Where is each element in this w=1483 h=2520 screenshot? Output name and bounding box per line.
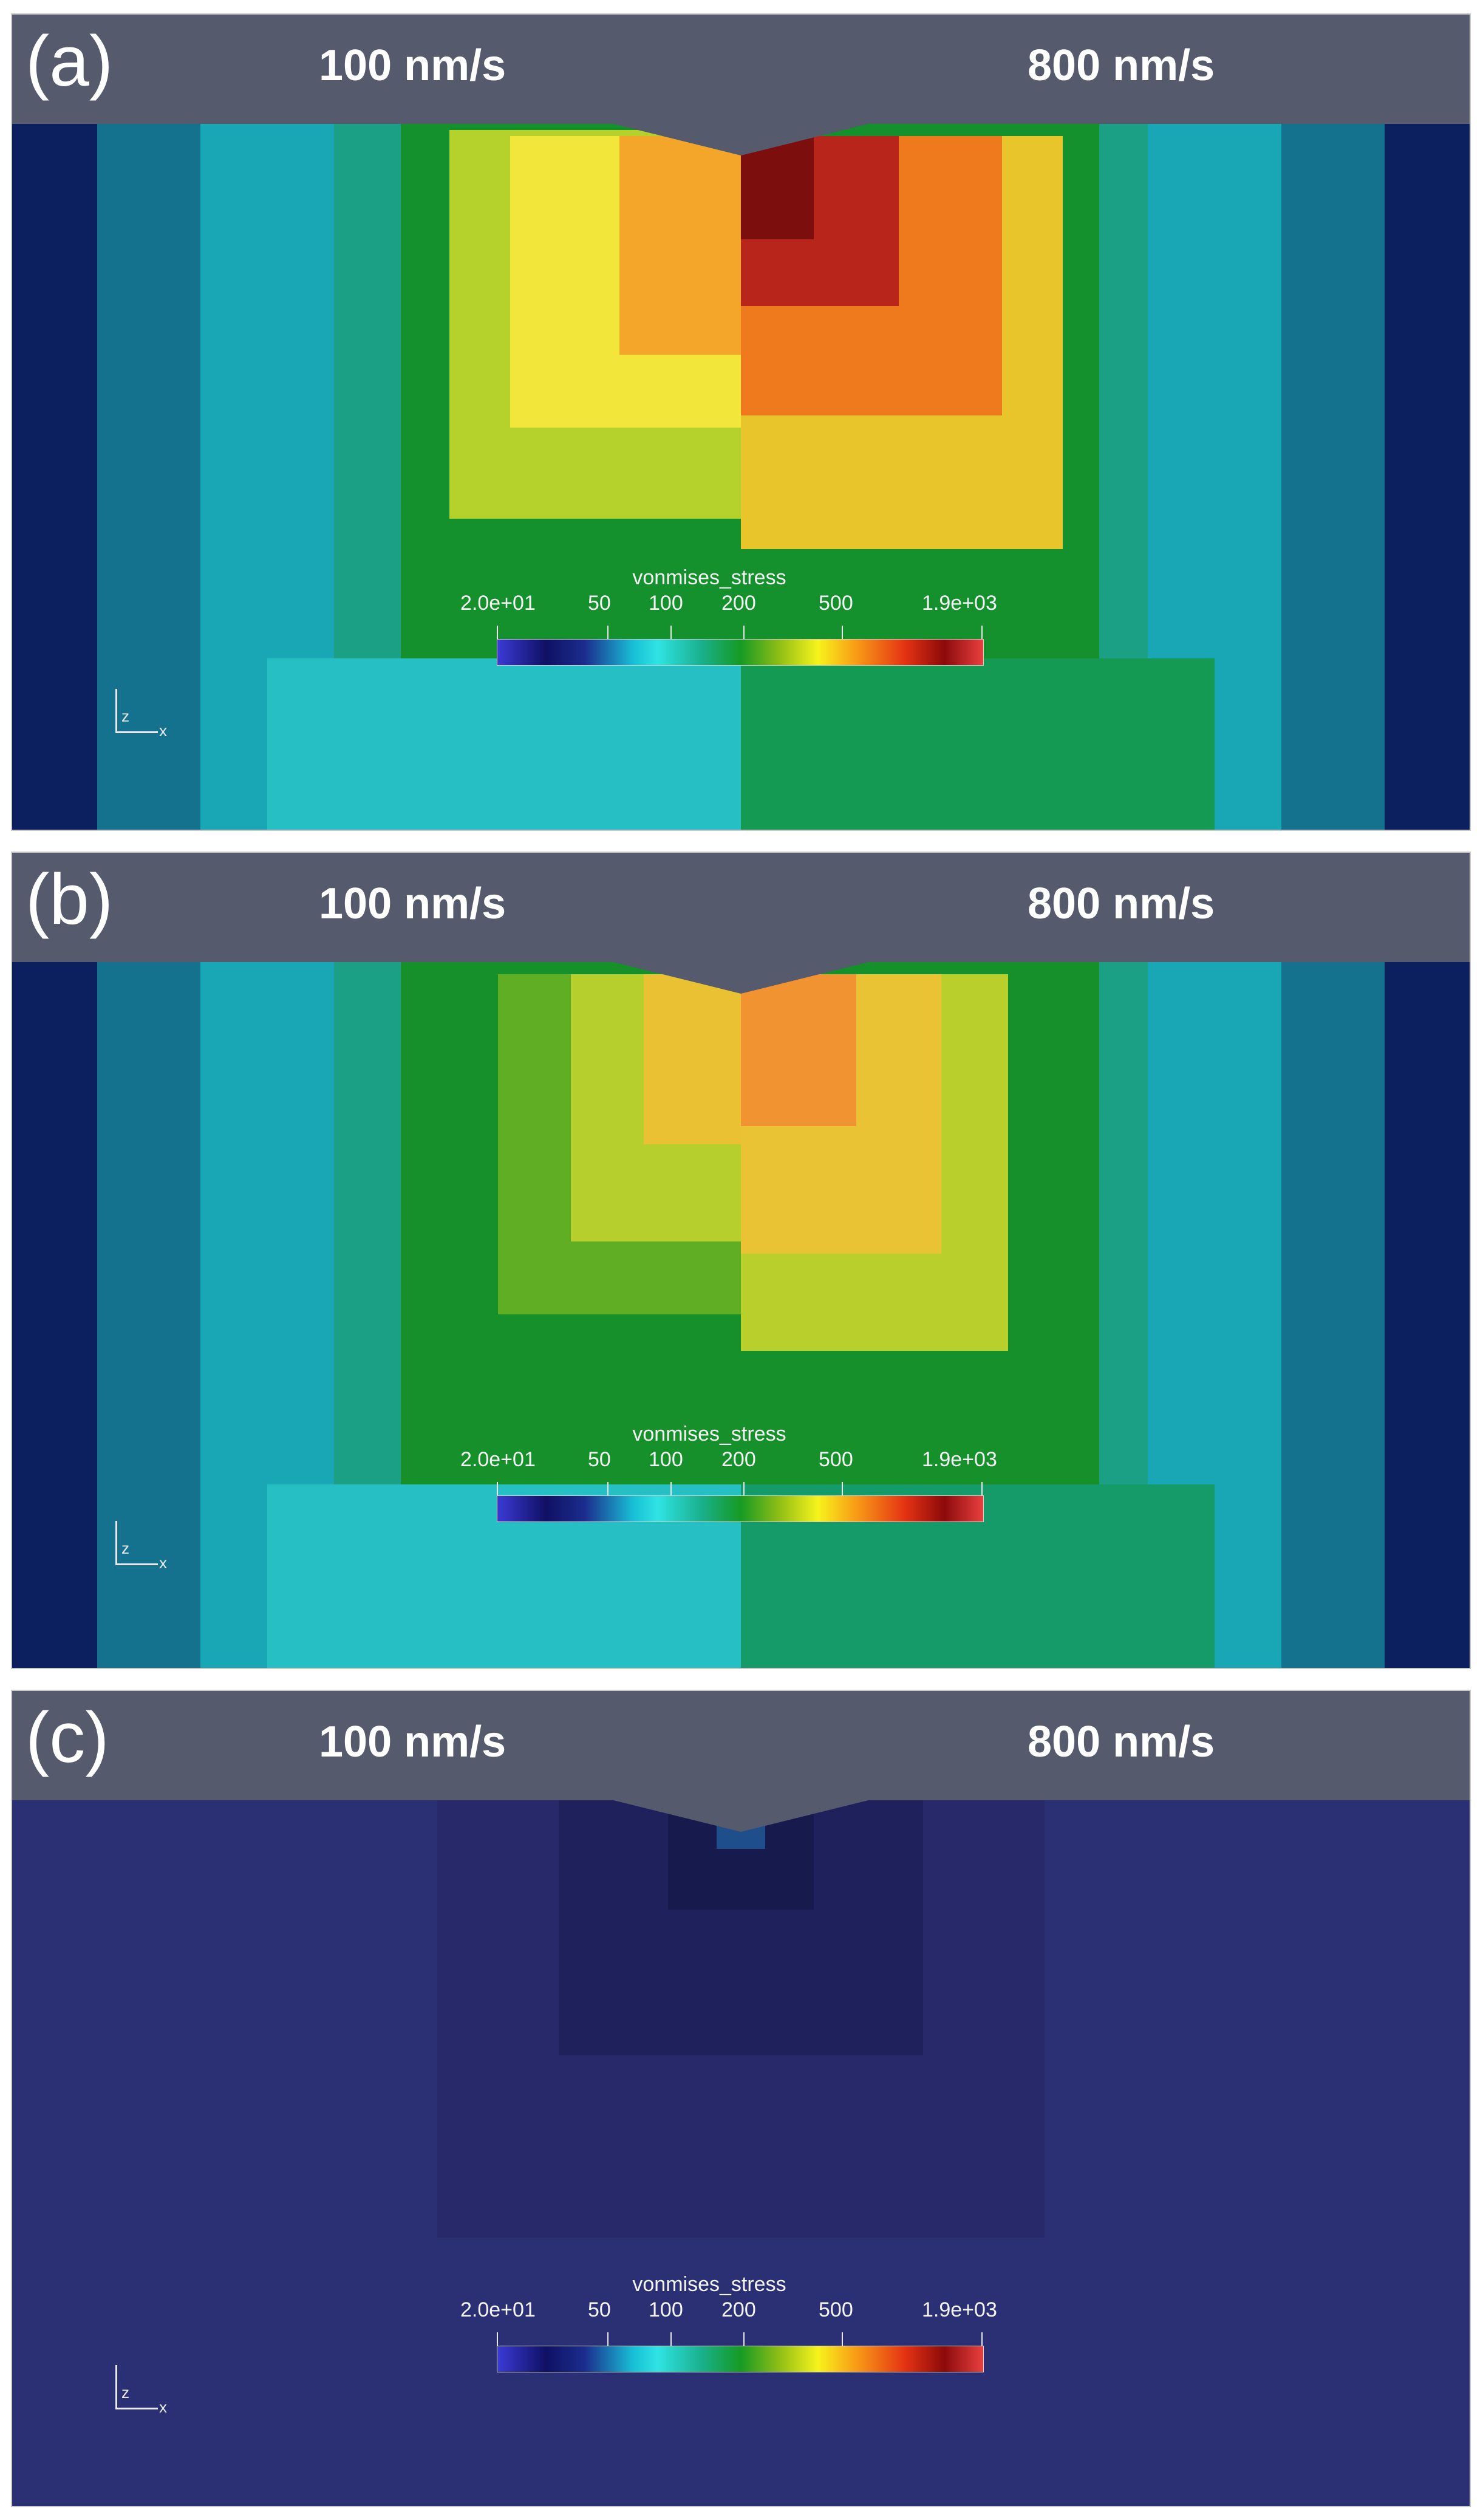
panel-label-c: (c) — [26, 1698, 109, 1778]
panel-header-c — [12, 1691, 1470, 1800]
axis-z-label-a: z — [121, 707, 129, 725]
tick-mark-b-0 — [497, 1482, 498, 1495]
speed-right-b: 800 nm/s — [1028, 879, 1215, 928]
tick-mark-b-3 — [743, 1482, 745, 1495]
colorbar-c — [497, 2346, 984, 2372]
panel-b: (b) 100 nm/s 800 nm/s vonmises_stress 2.… — [11, 852, 1471, 1669]
colorbar-a — [497, 639, 984, 666]
axis-z-label-c: z — [121, 2383, 129, 2402]
tick-label-c-0: 2.0e+01 — [460, 2298, 536, 2321]
speed-right-a: 800 nm/s — [1028, 41, 1215, 90]
panel-header-b — [12, 853, 1470, 962]
panel-label-a: (a) — [26, 21, 114, 101]
legend-title-c: vonmises_stress — [632, 2273, 786, 2296]
tick-mark-a-3 — [743, 626, 745, 639]
panel-header-a — [12, 15, 1470, 124]
axes-triad-a: z x — [103, 683, 176, 750]
tick-mark-c-1 — [607, 2332, 609, 2346]
tick-mark-b-4 — [842, 1482, 843, 1495]
speed-left-a: 100 nm/s — [319, 41, 506, 90]
tick-label-a-0: 2.0e+01 — [460, 592, 536, 615]
tick-label-b-2: 100 — [649, 1448, 683, 1471]
axis-x-label-b: x — [159, 1554, 167, 1572]
tick-label-c-2: 100 — [649, 2298, 683, 2321]
axis-x-label-a: x — [159, 722, 167, 740]
colorbar-legend-c: vonmises_stress 2.0e+01 50 100 200 500 1… — [448, 2273, 997, 2388]
tick-label-a-5: 1.9e+03 — [922, 592, 997, 615]
colorbar-b — [497, 1495, 984, 1522]
tick-mark-c-2 — [670, 2332, 672, 2346]
tick-label-b-0: 2.0e+01 — [460, 1448, 536, 1471]
axis-x-label-c: x — [159, 2398, 167, 2416]
tick-label-c-3: 200 — [721, 2298, 756, 2321]
legend-title-a: vonmises_stress — [632, 566, 786, 589]
tick-label-b-5: 1.9e+03 — [922, 1448, 997, 1471]
legend-title-b: vonmises_stress — [632, 1422, 786, 1446]
speed-left-b: 100 nm/s — [319, 879, 506, 928]
tick-mark-b-1 — [607, 1482, 609, 1495]
tick-mark-a-0 — [497, 626, 498, 639]
tick-mark-a-5 — [981, 626, 983, 639]
tick-label-a-2: 100 — [649, 592, 683, 615]
tick-label-a-3: 200 — [721, 592, 756, 615]
tick-mark-a-2 — [670, 626, 672, 639]
tick-mark-a-1 — [607, 626, 609, 639]
tick-label-b-4: 500 — [819, 1448, 853, 1471]
colorbar-legend-a: vonmises_stress 2.0e+01 50 100 200 500 1… — [448, 566, 997, 681]
tick-label-a-4: 500 — [819, 592, 853, 615]
tick-label-c-4: 500 — [819, 2298, 853, 2321]
stress-field-a — [12, 15, 1470, 830]
stress-field-b — [12, 853, 1470, 1668]
tick-label-b-3: 200 — [721, 1448, 756, 1471]
tick-mark-c-0 — [497, 2332, 498, 2346]
tick-mark-c-4 — [842, 2332, 843, 2346]
axis-z-label-b: z — [121, 1539, 129, 1557]
tick-label-c-1: 50 — [588, 2298, 611, 2321]
tick-label-c-5: 1.9e+03 — [922, 2298, 997, 2321]
tick-mark-b-2 — [670, 1482, 672, 1495]
tick-mark-a-4 — [842, 626, 843, 639]
tick-mark-b-5 — [981, 1482, 983, 1495]
tick-label-b-1: 50 — [588, 1448, 611, 1471]
tick-mark-c-3 — [743, 2332, 745, 2346]
speed-right-c: 800 nm/s — [1028, 1718, 1215, 1766]
tick-mark-c-5 — [981, 2332, 983, 2346]
colorbar-legend-b: vonmises_stress 2.0e+01 50 100 200 500 1… — [448, 1422, 997, 1538]
axes-triad-c: z x — [103, 2359, 176, 2426]
panel-c: (c) 100 nm/s 800 nm/s vonmises_stress 2.… — [11, 1690, 1471, 2507]
panel-a: (a) 100 nm/s 800 nm/s vonmises_stress 2.… — [11, 13, 1471, 831]
axes-triad-b: z x — [103, 1515, 176, 1582]
panel-label-b: (b) — [26, 859, 114, 940]
speed-left-c: 100 nm/s — [319, 1718, 506, 1766]
tick-label-a-1: 50 — [588, 592, 611, 615]
